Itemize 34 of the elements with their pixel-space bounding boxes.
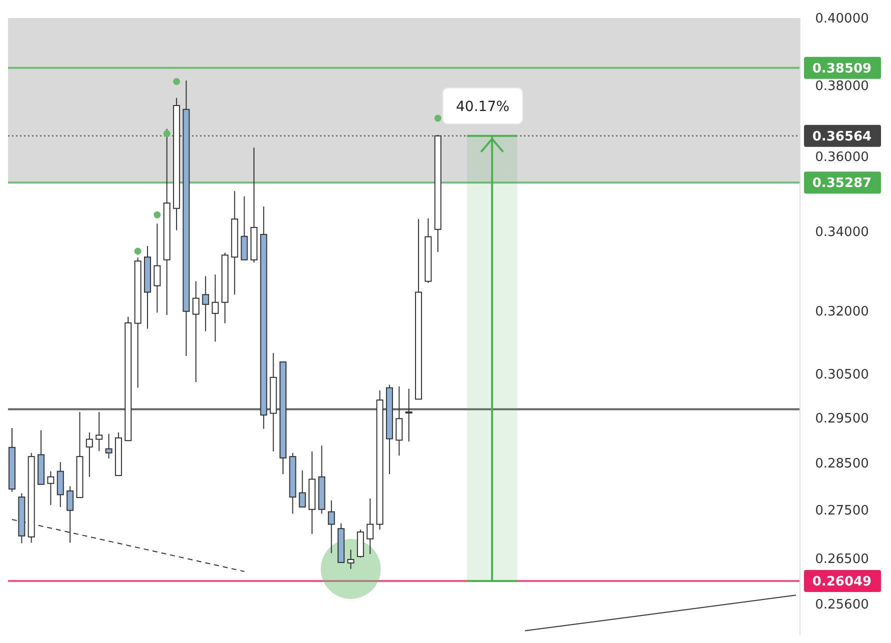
ref-line-label: 0.38509 [812, 61, 872, 76]
y-tick-label: 0.29500 [815, 411, 869, 426]
y-tick-label: 0.32000 [815, 304, 869, 320]
candlestick [240, 196, 248, 260]
y-tick-label: 0.30500 [815, 368, 869, 383]
point [154, 211, 161, 218]
candlestick [56, 462, 64, 508]
candlestick [47, 470, 54, 506]
annotation: 40.17% [456, 98, 510, 115]
point [134, 248, 142, 255]
candlestick [202, 276, 210, 332]
y-tick-label: 0.25600 [815, 597, 869, 612]
ref-line-label: 0.26049 [812, 574, 872, 590]
point [434, 114, 442, 122]
point [173, 78, 180, 86]
candlestick [212, 274, 219, 342]
y-tick-label: 0.28500 [815, 456, 869, 472]
candlestick [366, 498, 374, 555]
point [163, 130, 170, 138]
y-tick-label: 0.26500 [815, 552, 869, 568]
candlestick [328, 500, 335, 554]
y-tick-label: 0.40000 [815, 12, 869, 27]
candlestick [86, 432, 93, 478]
candlestick [298, 470, 306, 508]
y-tick-label: 0.38000 [815, 78, 869, 94]
candlestick [347, 549, 354, 570]
ref-line-label: 0.36564 [812, 129, 872, 144]
ref-line-label: 0.35287 [812, 176, 872, 192]
candlestick [105, 433, 112, 459]
y-tick-label: 0.27500 [815, 503, 869, 518]
y-tick-label: 0.34000 [815, 224, 869, 240]
candlestick [154, 223, 161, 314]
y-tick-label: 0.36000 [815, 150, 869, 165]
candlestick [192, 280, 200, 383]
